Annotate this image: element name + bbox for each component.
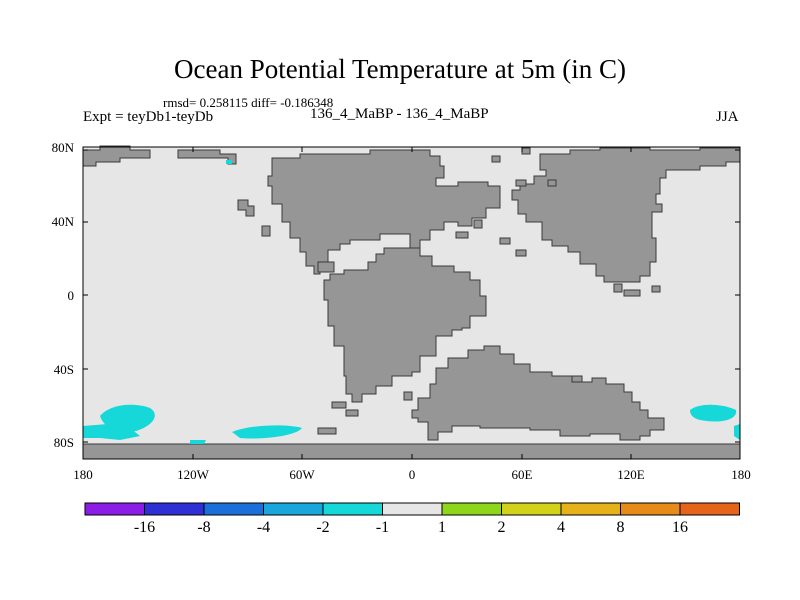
land-island-8 xyxy=(521,147,531,155)
experiment-label: Expt = teyDb1-teyDb xyxy=(83,109,214,125)
land-island-10 xyxy=(515,179,527,187)
colorbar xyxy=(84,502,740,516)
land-masses xyxy=(82,145,741,460)
colorbar-box-10 xyxy=(620,502,681,516)
lon-label-60w: 60W xyxy=(289,467,315,482)
land-island-18 xyxy=(403,391,413,401)
land-island-4 xyxy=(455,231,469,239)
season-label: JJA xyxy=(716,109,739,125)
anomaly-patches xyxy=(83,160,740,444)
colorbar-label-5: -1 xyxy=(375,519,390,536)
colorbar-label-8: 4 xyxy=(557,519,565,536)
land-island-19 xyxy=(317,427,337,435)
colorbar-box-6 xyxy=(382,502,443,516)
land-north-america xyxy=(267,149,501,275)
land-island-14 xyxy=(651,285,661,293)
colorbar-box-11 xyxy=(679,502,740,516)
colorbar-box-2 xyxy=(144,502,205,516)
land-greenland-strip xyxy=(82,145,151,167)
lat-label-40s: 40S xyxy=(53,362,74,377)
land-arctic-islands xyxy=(177,149,237,165)
lon-label-60e: 60E xyxy=(511,467,533,482)
axis-ticks xyxy=(82,147,741,459)
land-island-9 xyxy=(491,155,501,163)
colorbar-box-1 xyxy=(84,502,145,516)
plot-title: Ocean Potential Temperature at 5m (in C) xyxy=(174,54,626,84)
anomaly-patch-east-ocean xyxy=(690,404,737,422)
colorbar-label-9: 8 xyxy=(616,519,625,536)
lon-label-180w: 180 xyxy=(73,467,93,482)
anomaly-patch-small xyxy=(190,440,206,444)
land-island-16 xyxy=(345,409,359,417)
land-island-6 xyxy=(499,237,511,245)
land-island-15 xyxy=(331,401,347,409)
land-southern-continent xyxy=(411,345,665,441)
period-label: 136_4_MaBP - 136_4_MaBP xyxy=(310,106,489,122)
land-island-13 xyxy=(623,289,641,297)
colorbar-box-3 xyxy=(203,502,264,516)
land-island-12 xyxy=(613,283,623,293)
anomaly-patch-east-edge xyxy=(734,424,740,440)
land-island-5 xyxy=(473,219,483,229)
colorbar-label-10: 16 xyxy=(672,519,688,536)
stats-line: rmsd= 0.258115 diff= -0.186348 xyxy=(163,95,334,110)
lon-label-180e: 180 xyxy=(731,467,751,482)
colorbar-label-3: -4 xyxy=(256,519,271,536)
land-island-2 xyxy=(261,225,271,237)
colorbar-box-5 xyxy=(322,502,383,516)
colorbar-label-7: 2 xyxy=(497,519,506,536)
lat-label-80s: 80S xyxy=(53,435,74,450)
colorbar-box-7 xyxy=(441,502,502,516)
land-island-11 xyxy=(547,179,557,187)
colorbar-box-4 xyxy=(263,502,324,516)
colorbar-label-6: 1 xyxy=(438,519,446,536)
colorbar-box-9 xyxy=(560,502,621,516)
land-island-1 xyxy=(237,199,255,217)
colorbar-label-2: -8 xyxy=(197,519,211,536)
anomaly-patch-arctic xyxy=(226,160,232,164)
lon-label-0: 0 xyxy=(408,467,416,482)
lat-label-80n: 80N xyxy=(51,140,74,155)
lon-label-120w: 120W xyxy=(177,467,209,482)
lat-label-0: 0 xyxy=(67,288,75,303)
colorbar-label-4: -2 xyxy=(316,519,330,536)
colorbar-box-8 xyxy=(501,502,562,516)
colorbar-label-1: -16 xyxy=(133,519,156,536)
land-island-7 xyxy=(515,249,527,257)
land-island-3 xyxy=(317,261,335,273)
land-island-17 xyxy=(571,375,583,383)
lon-label-120e: 120E xyxy=(617,467,645,482)
anomaly-patch-west-strip xyxy=(83,424,140,440)
anomaly-patch-pacific-sector xyxy=(232,425,302,439)
lat-label-40n: 40N xyxy=(51,214,74,229)
land-south-america-africa xyxy=(323,247,487,403)
